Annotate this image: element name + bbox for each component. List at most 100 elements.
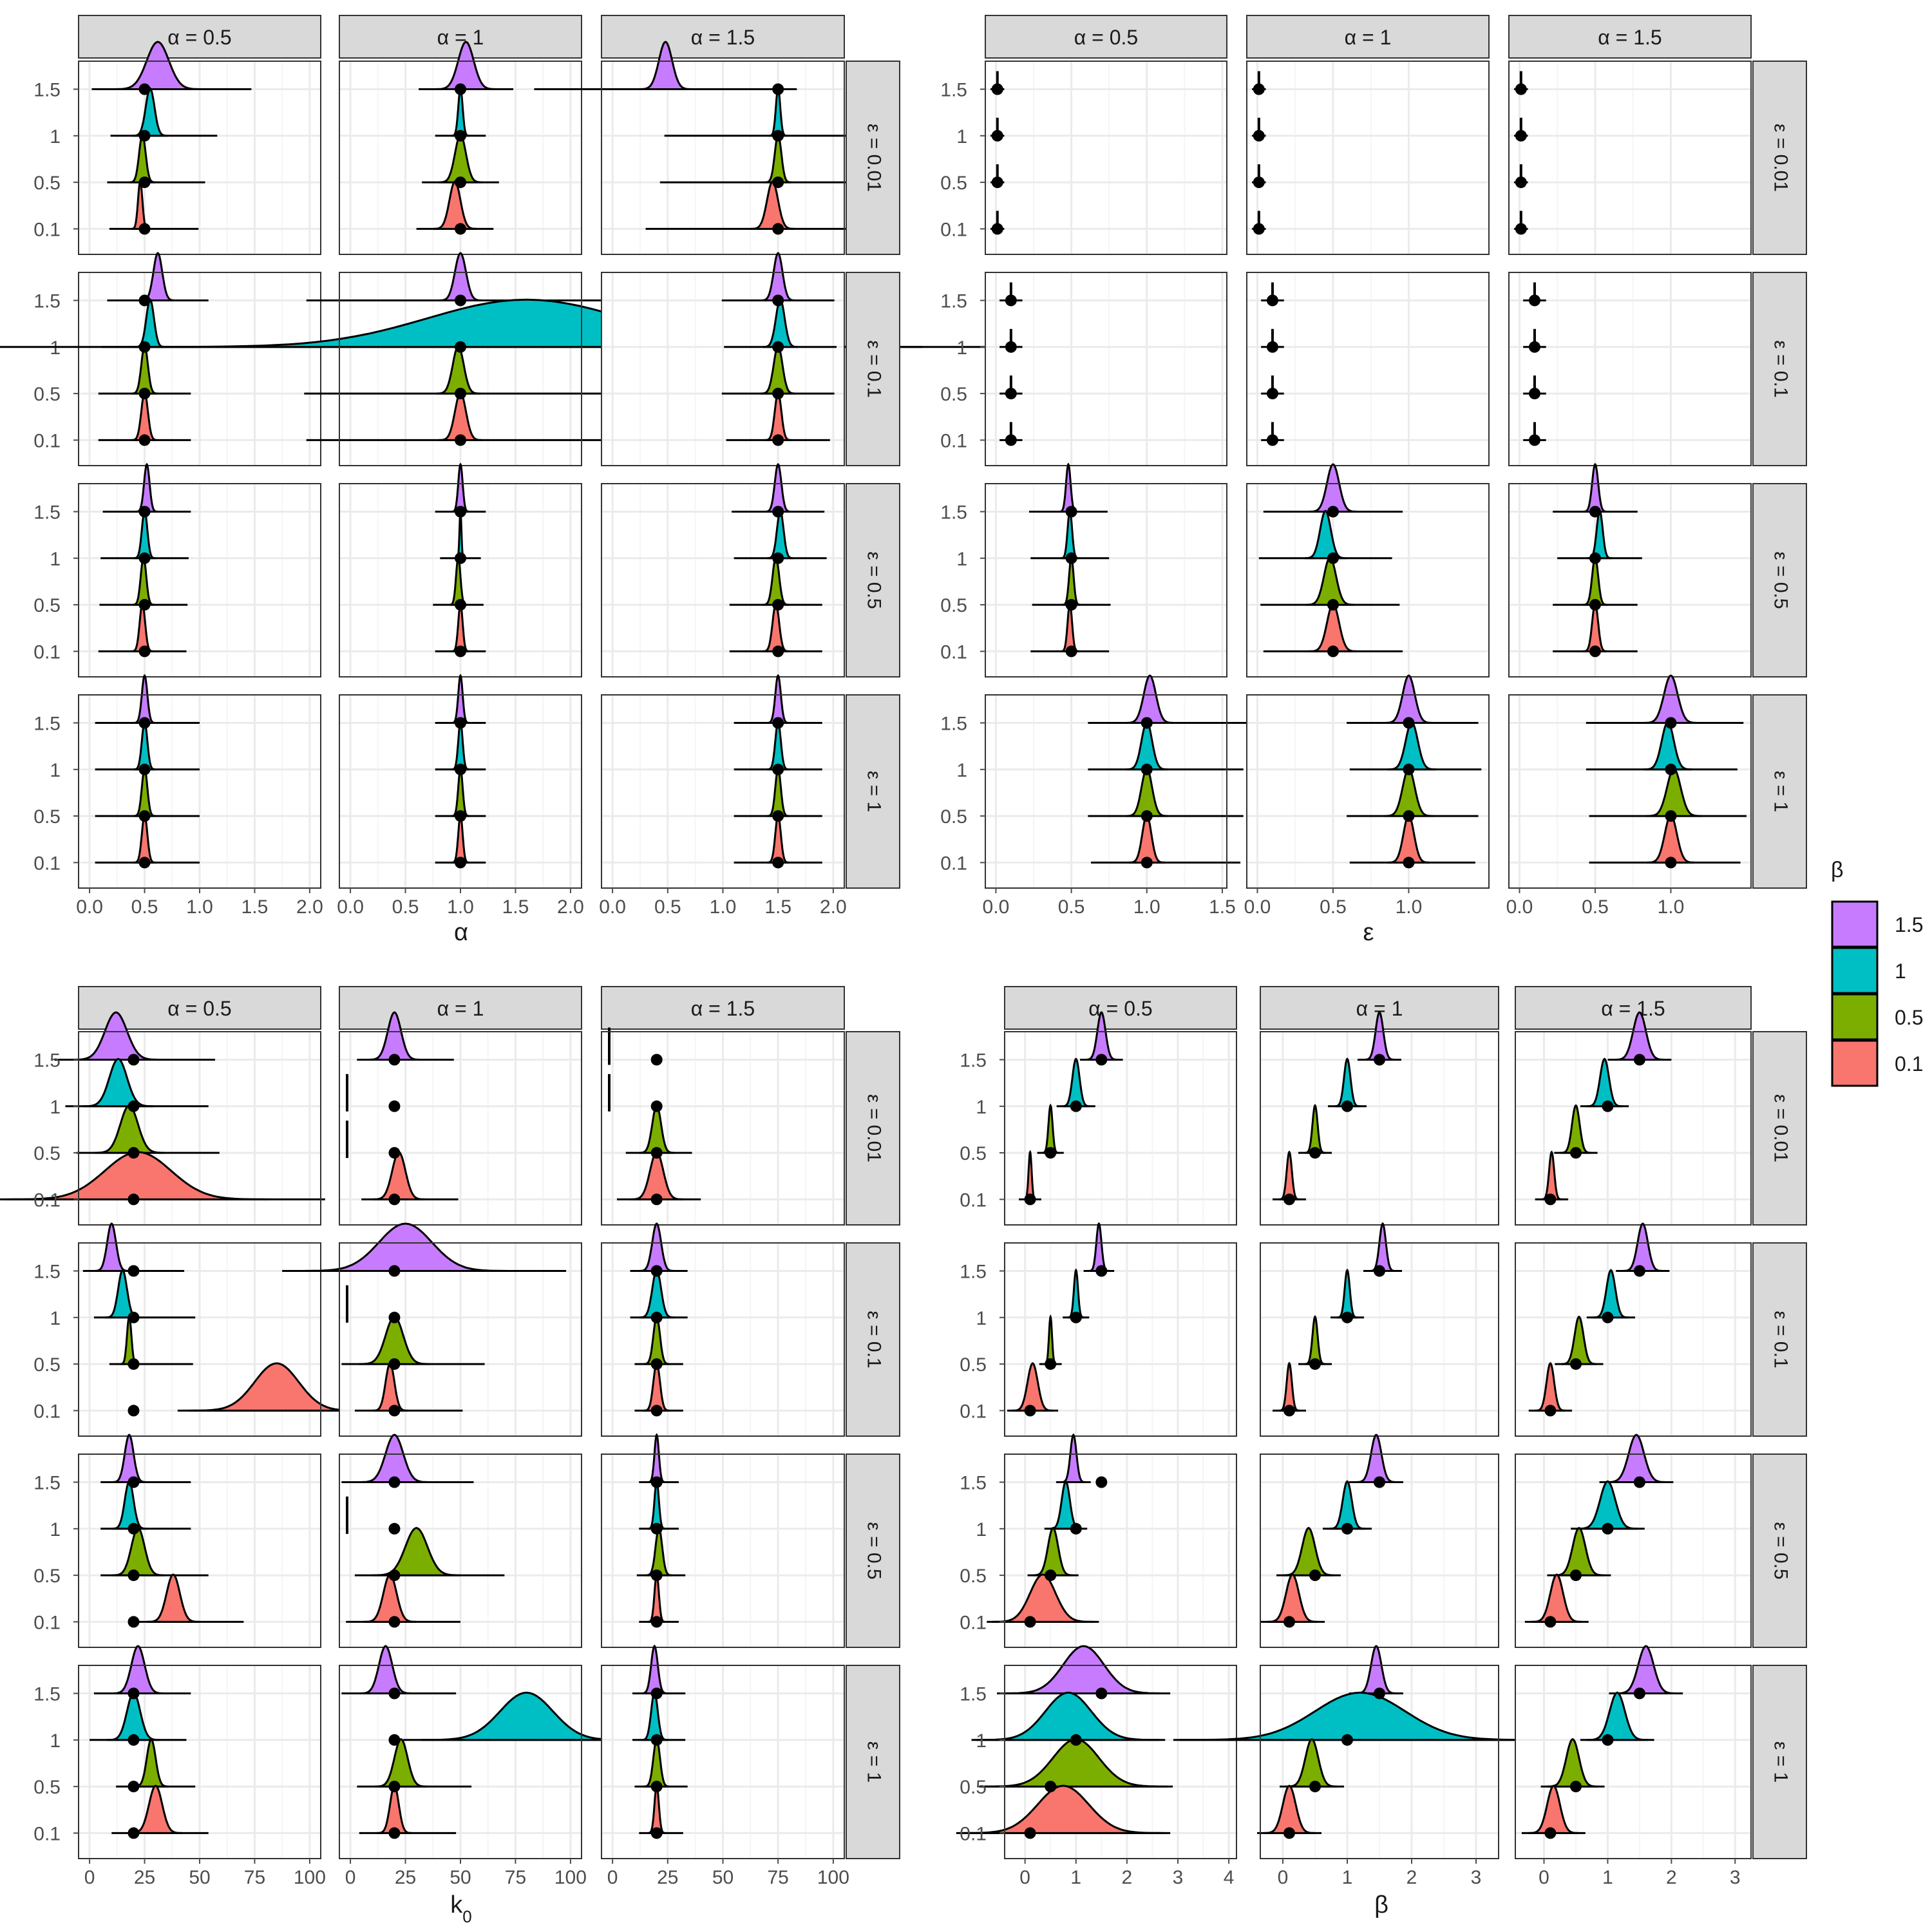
true-value-point bbox=[772, 857, 784, 869]
panel-background bbox=[1509, 272, 1751, 466]
panel: ε = 0.01 bbox=[534, 41, 900, 255]
true-value-point bbox=[128, 1781, 140, 1793]
y-tick-label: 1 bbox=[976, 1730, 987, 1752]
x-tick-label: 1.5 bbox=[242, 896, 269, 918]
panel-border bbox=[78, 1031, 321, 1226]
true-value-point bbox=[772, 129, 784, 142]
panel-border bbox=[339, 1242, 582, 1437]
true-value-point bbox=[1633, 1687, 1645, 1700]
true-value-point bbox=[650, 1781, 663, 1793]
y-tick-label: 1 bbox=[976, 1519, 987, 1540]
panel bbox=[339, 41, 582, 255]
ridge-density bbox=[421, 1691, 632, 1741]
y-tick-label: 0.5 bbox=[33, 1143, 61, 1164]
x-tick-label: 1.5 bbox=[1209, 896, 1236, 918]
x-axis-title: k0 bbox=[450, 1891, 471, 1926]
ridge-density bbox=[359, 1645, 412, 1694]
y-tick-label: 0.5 bbox=[33, 1566, 61, 1587]
true-value-point bbox=[1602, 1522, 1614, 1535]
true-value-point bbox=[1341, 1311, 1353, 1323]
x-tick-label: 75 bbox=[244, 1867, 265, 1888]
true-value-point bbox=[772, 717, 784, 729]
true-value-point bbox=[772, 599, 784, 611]
ridge-density bbox=[1586, 1691, 1648, 1741]
x-tick-label: 4 bbox=[1224, 1867, 1235, 1888]
panel bbox=[1246, 463, 1490, 677]
row-strip-label: ε = 0.01 bbox=[1770, 1094, 1792, 1162]
true-value-point bbox=[1070, 1100, 1082, 1112]
x-tick-label: 25 bbox=[395, 1867, 416, 1888]
y-tick-label: 1.5 bbox=[960, 1684, 987, 1705]
true-value-point bbox=[650, 1827, 663, 1839]
true-value-point bbox=[128, 1265, 140, 1277]
legend-swatch bbox=[1831, 947, 1879, 994]
y-tick-label: 0.5 bbox=[940, 806, 967, 828]
true-value-point bbox=[455, 810, 466, 822]
ridge-density bbox=[1535, 1361, 1566, 1412]
true-value-point bbox=[388, 1569, 401, 1582]
panel bbox=[1260, 1011, 1499, 1226]
y-tick-label: 0.5 bbox=[33, 173, 61, 194]
true-value-point bbox=[1141, 857, 1153, 869]
ridge-density bbox=[1593, 1269, 1629, 1319]
panel: 1.5 1 0.5 0.1 bbox=[33, 1222, 420, 1437]
row-strip-label: ε = 1 bbox=[1770, 771, 1792, 812]
row-strip bbox=[1752, 483, 1807, 677]
true-value-point bbox=[772, 176, 784, 189]
true-value-point bbox=[388, 1311, 401, 1323]
true-value-point bbox=[388, 1147, 401, 1159]
true-value-point bbox=[128, 1358, 140, 1370]
ridge-density bbox=[133, 1738, 169, 1788]
true-value-point bbox=[1341, 1100, 1353, 1112]
ridge-density bbox=[113, 41, 202, 90]
panel: ε = 0.5 bbox=[1515, 1434, 1807, 1648]
true-value-point bbox=[388, 1100, 401, 1112]
x-tick-label: 1 bbox=[1342, 1867, 1353, 1888]
ridge-density bbox=[368, 1011, 421, 1061]
ridge-density bbox=[976, 1691, 1160, 1741]
legend-label: 1 bbox=[1895, 960, 1906, 983]
panel-border bbox=[601, 61, 845, 255]
true-value-point bbox=[1544, 1405, 1557, 1417]
column-strip-label: α = 0.5 bbox=[167, 26, 231, 49]
x-tick-label: 1.5 bbox=[502, 896, 529, 918]
panel: 1.5 1 0.5 0.1 bbox=[33, 41, 321, 255]
true-value-point bbox=[138, 857, 151, 869]
true-value-point bbox=[455, 294, 466, 307]
ridge-density bbox=[1615, 1645, 1677, 1694]
true-value-point bbox=[1341, 1522, 1353, 1535]
panel-background bbox=[985, 272, 1227, 466]
y-tick-label: 0.5 bbox=[33, 384, 61, 405]
y-tick-label: 0.1 bbox=[33, 1823, 61, 1844]
ridge-density bbox=[111, 1434, 147, 1483]
ridge-density bbox=[1267, 1573, 1318, 1623]
true-value-point bbox=[1515, 129, 1527, 142]
y-tick-label: 1 bbox=[976, 1097, 987, 1118]
y-tick-label: 0.1 bbox=[960, 1401, 987, 1422]
ridge-density bbox=[111, 1645, 165, 1694]
ridge-density bbox=[1264, 1785, 1315, 1834]
y-tick-label: 0.1 bbox=[33, 1612, 61, 1633]
true-value-point bbox=[138, 552, 151, 564]
x-tick-label: 3 bbox=[1730, 1867, 1741, 1888]
x-tick-label: 50 bbox=[189, 1867, 210, 1888]
panel: 1.5 1 0.5 0.1 bbox=[960, 1222, 1237, 1437]
true-value-point bbox=[1665, 763, 1677, 775]
ridge-density bbox=[992, 1573, 1094, 1623]
panel-border bbox=[985, 272, 1227, 466]
ridge-density bbox=[438, 252, 483, 301]
ridge-density bbox=[132, 87, 168, 137]
panel: ε = 0.5 bbox=[601, 1433, 900, 1648]
panel: 0 1 2 3 bbox=[1173, 1645, 1547, 1888]
row-strip-label: ε = 0.1 bbox=[864, 340, 885, 397]
row-strip bbox=[846, 272, 900, 466]
ridge-density bbox=[451, 674, 469, 724]
ridge-density bbox=[1279, 1150, 1300, 1200]
panel-border bbox=[1515, 1242, 1752, 1437]
chart-block-4: α = 0.51.510.50.11.510.50.11.510.50.11.5… bbox=[956, 986, 1807, 1918]
true-value-point bbox=[138, 129, 151, 142]
true-value-point bbox=[138, 388, 151, 400]
panel-border bbox=[1515, 1031, 1752, 1226]
row-strip bbox=[846, 694, 900, 889]
panel-border bbox=[339, 1454, 582, 1648]
